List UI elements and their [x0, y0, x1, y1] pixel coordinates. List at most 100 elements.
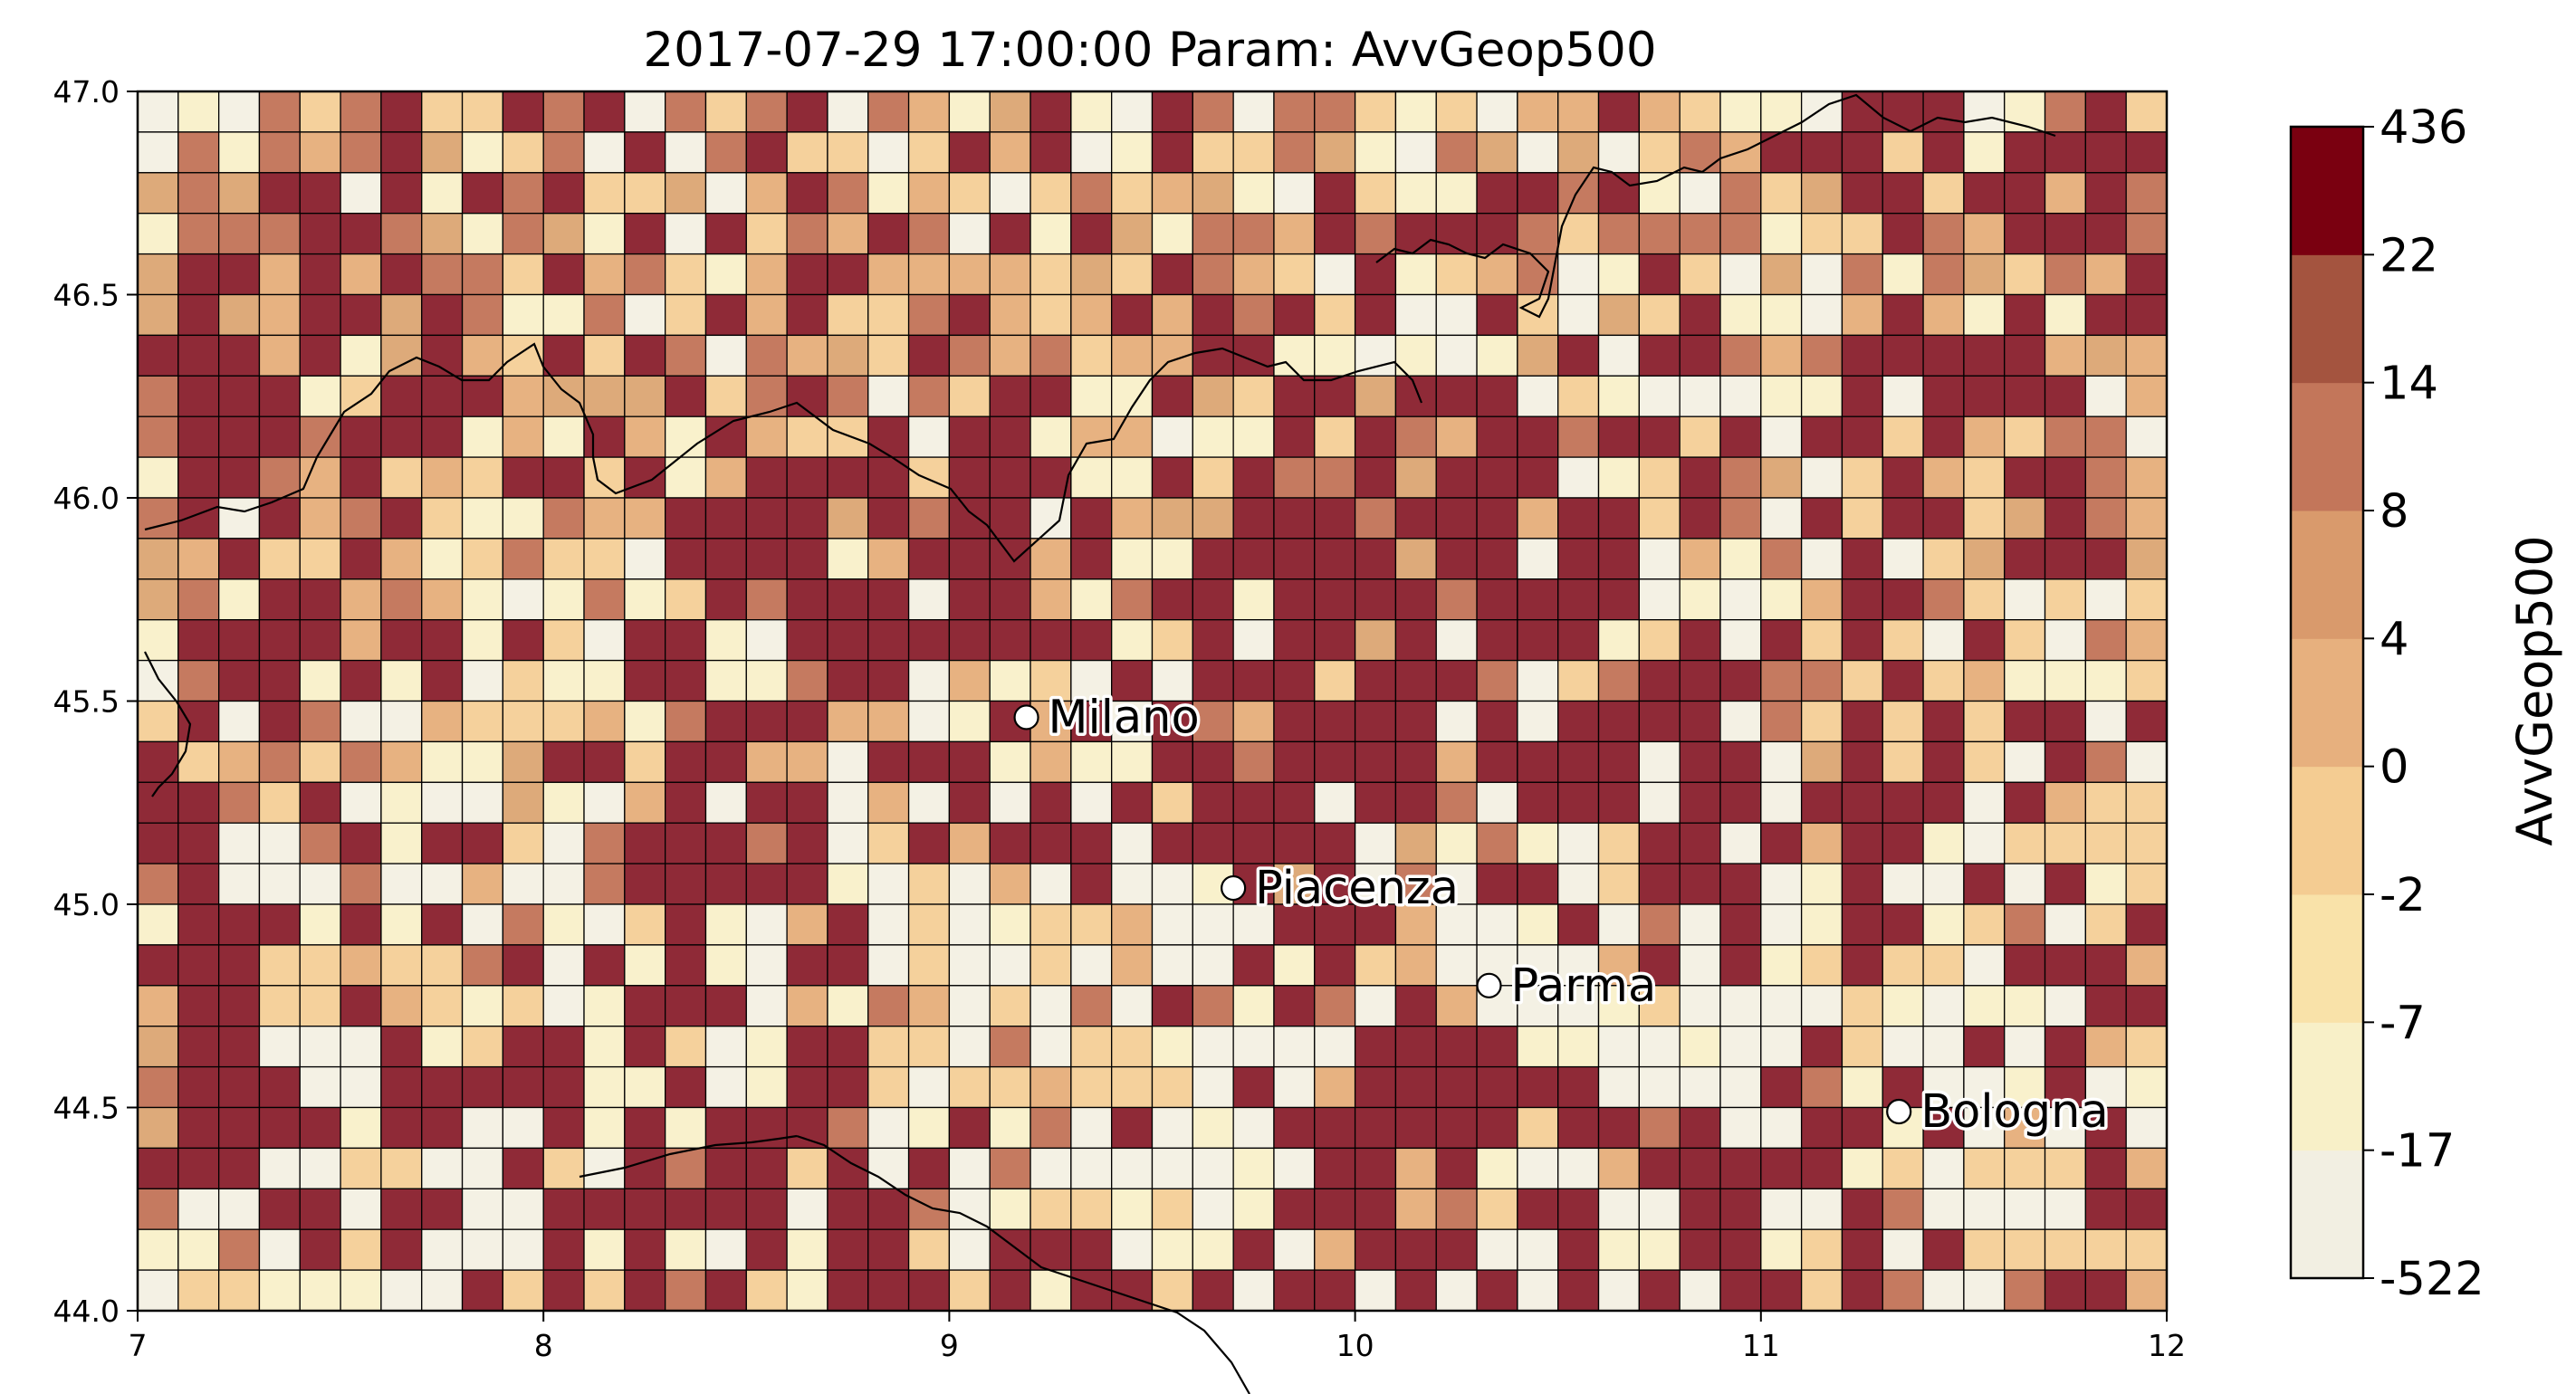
heatmap-cell [461, 172, 504, 215]
heatmap-cell [786, 944, 828, 987]
heatmap-cell [2125, 1269, 2168, 1312]
heatmap-cell [340, 213, 382, 255]
heatmap-cell [1841, 781, 1883, 824]
heatmap-cell [1394, 1147, 1437, 1189]
heatmap-cell [989, 334, 1031, 377]
heatmap-cell [948, 375, 991, 417]
heatmap-cell [1192, 781, 1234, 824]
heatmap-cell [786, 213, 828, 255]
heatmap-cell [2084, 659, 2127, 702]
heatmap-cell [1070, 253, 1113, 296]
heatmap-cell [502, 781, 544, 824]
heatmap-cell [1517, 415, 1559, 458]
heatmap-cell [1232, 497, 1275, 539]
heatmap-cell [1638, 253, 1681, 296]
heatmap-cell [745, 497, 788, 539]
heatmap-cell [989, 1228, 1031, 1271]
heatmap-cell [1679, 334, 1721, 377]
heatmap-cell [380, 619, 423, 662]
heatmap-cell [1232, 740, 1275, 783]
heatmap-cell [704, 1228, 747, 1271]
heatmap-cell [380, 1228, 423, 1271]
heatmap-cell [1354, 903, 1397, 946]
heatmap-cell [1557, 619, 1600, 662]
heatmap-cell [1354, 497, 1397, 539]
heatmap-cell [1963, 213, 2006, 255]
heatmap-cell [704, 619, 747, 662]
heatmap-cell [1151, 456, 1193, 499]
heatmap-cell [1070, 415, 1113, 458]
heatmap-cell [786, 538, 828, 580]
heatmap-cell [989, 1106, 1031, 1150]
heatmap-cell [1963, 293, 2006, 337]
heatmap-cell [421, 253, 464, 296]
heatmap-cell [665, 213, 707, 255]
heatmap-cell [177, 497, 220, 539]
heatmap-cell [1719, 91, 1762, 133]
heatmap-cell [745, 903, 788, 946]
heatmap-cell [1800, 1106, 1843, 1150]
heatmap-cell [1354, 172, 1397, 215]
heatmap-cell [1232, 131, 1275, 174]
x-axis-ticks: 7 8 9 10 11 12 [129, 1311, 2186, 1363]
heatmap-cell [1597, 619, 1640, 662]
heatmap-cell [1517, 456, 1559, 499]
heatmap-cell [1841, 1188, 1883, 1230]
heatmap-cell [217, 578, 261, 621]
heatmap-cell [217, 415, 261, 458]
heatmap-cell [137, 131, 179, 174]
heatmap-cell [583, 456, 626, 499]
heatmap-cell [2084, 822, 2127, 864]
heatmap-cell [2125, 1065, 2168, 1109]
border-france-italy [144, 651, 192, 797]
heatmap-cell [340, 1147, 382, 1189]
heatmap-cell [340, 740, 382, 783]
heatmap-cell [2084, 1106, 2127, 1150]
heatmap-cell [217, 538, 261, 580]
heatmap-cell [1760, 253, 1803, 296]
heatmap-cell [2004, 375, 2046, 417]
heatmap-cell [583, 253, 626, 296]
heatmap-cell [583, 822, 626, 864]
heatmap-cell [1029, 781, 1072, 824]
heatmap-cell [217, 172, 261, 215]
heatmap-cell [1435, 415, 1478, 458]
heatmap-cell [989, 1065, 1031, 1109]
heatmap-cell [299, 1026, 341, 1068]
heatmap-cell [1476, 415, 1518, 458]
heatmap-cell [1557, 293, 1600, 337]
heatmap-cell [137, 619, 179, 662]
heatmap-cell [2004, 1106, 2046, 1150]
heatmap-cell [1070, 1228, 1113, 1271]
heatmap-cell [380, 213, 423, 255]
heatmap-cell [1882, 1026, 1924, 1068]
heatmap-cell [1800, 375, 1843, 417]
heatmap-cell [542, 1065, 585, 1109]
heatmap-cell [2125, 293, 2168, 337]
heatmap-cell [2084, 1026, 2127, 1068]
heatmap-cell [1963, 944, 2006, 987]
heatmap-cell [1070, 334, 1113, 377]
heatmap-cell [948, 538, 991, 580]
heatmap-cell [1760, 497, 1803, 539]
heatmap-cell [1800, 1065, 1843, 1109]
heatmap-cell [827, 700, 869, 743]
heatmap-cell [380, 578, 423, 621]
heatmap-cell [380, 334, 423, 377]
heatmap-cell [1273, 700, 1316, 743]
heatmap-cell [1354, 1269, 1397, 1312]
heatmap-cell [1922, 944, 1965, 987]
heatmap-cell [907, 1269, 951, 1312]
heatmap-cell [867, 334, 910, 377]
heatmap-cell [867, 659, 910, 702]
heatmap-cell [1557, 700, 1600, 743]
heatmap-cell [1638, 334, 1681, 377]
heatmap-cell [1882, 334, 1924, 377]
heatmap-cell [1435, 1026, 1478, 1068]
heatmap-cell [583, 1269, 626, 1312]
heatmap-cell [1922, 1026, 1965, 1068]
heatmap-cell [502, 497, 544, 539]
heatmap-cell [1882, 253, 1924, 296]
heatmap-cell [2084, 863, 2127, 905]
heatmap-cell [583, 213, 626, 255]
